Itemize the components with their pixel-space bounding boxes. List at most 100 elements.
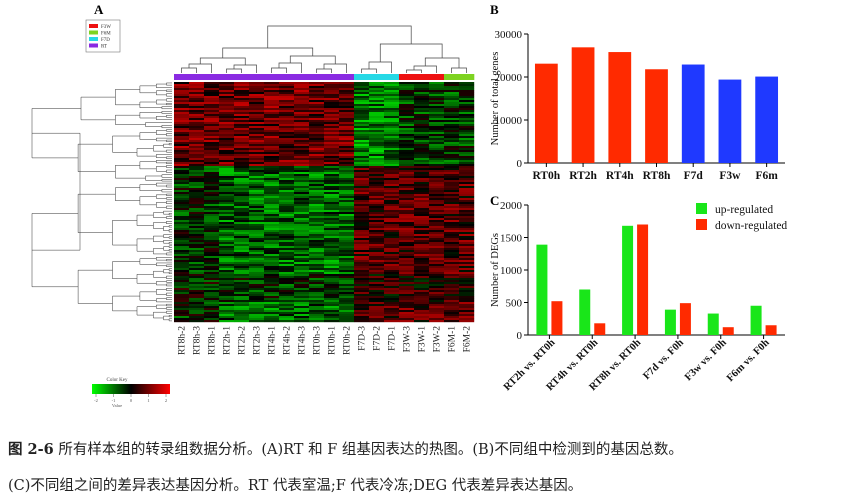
heatmap-cell — [249, 154, 265, 157]
heatmap-cell — [189, 96, 205, 99]
heatmap-cell — [174, 278, 190, 281]
heatmap-cell — [414, 292, 430, 295]
heatmap-cell — [309, 184, 325, 187]
heatmap-cell — [294, 186, 310, 189]
heatmap-cell — [234, 318, 250, 321]
heatmap-cell — [399, 248, 415, 251]
heatmap-cell — [399, 312, 415, 315]
heatmap-cell — [309, 270, 325, 273]
heatmap-cell — [309, 288, 325, 291]
heatmap-cell — [279, 248, 295, 251]
heatmap-cell — [189, 248, 205, 251]
heatmap-cell — [294, 300, 310, 303]
heatmap-cell — [459, 158, 475, 161]
heatmap-cell — [174, 226, 190, 229]
heatmap-cell — [339, 292, 355, 295]
heatmap-cell — [174, 152, 190, 155]
heatmap-cell — [174, 288, 190, 291]
heatmap-cell — [399, 254, 415, 257]
heatmap-cell — [399, 134, 415, 137]
heatmap-cell — [174, 198, 190, 201]
heatmap-cell — [294, 96, 310, 99]
heatmap-cell — [399, 242, 415, 245]
heatmap-cell — [324, 266, 340, 269]
heatmap-cell — [339, 210, 355, 213]
heatmap-cell — [459, 118, 475, 121]
heatmap-cell — [414, 300, 430, 303]
heatmap-cell — [339, 92, 355, 95]
heatmap-cell — [354, 280, 370, 283]
heatmap-cell — [324, 198, 340, 201]
heatmap-cell — [204, 160, 220, 163]
heatmap-cell — [339, 190, 355, 193]
heatmap-cell — [399, 308, 415, 311]
heatmap-cell — [294, 290, 310, 293]
heatmap-cell — [384, 176, 400, 179]
heatmap-cell — [234, 126, 250, 129]
heatmap-cell — [249, 202, 265, 205]
heatmap-cell — [459, 282, 475, 285]
heatmap-cell — [279, 96, 295, 99]
heatmap-cell — [219, 92, 235, 95]
heatmap-cell — [384, 100, 400, 103]
heatmap-cell — [219, 180, 235, 183]
heatmap-cell — [459, 128, 475, 131]
heatmap-cell — [324, 210, 340, 213]
heatmap-cell — [219, 196, 235, 199]
heatmap-cell — [249, 288, 265, 291]
heatmap-cell — [249, 266, 265, 269]
heatmap-cell — [354, 242, 370, 245]
heatmap-cell — [264, 136, 280, 139]
heatmap-cell — [234, 142, 250, 145]
heatmap-cell — [294, 320, 310, 323]
heatmap-cell — [174, 102, 190, 105]
heatmap-cell — [429, 268, 445, 271]
legend-swatch-f3w — [89, 24, 98, 28]
heatmap-cell — [459, 312, 475, 315]
heatmap-cell — [279, 230, 295, 233]
heatmap-cell — [279, 156, 295, 159]
heatmap-cell — [429, 224, 445, 227]
heatmap-cell — [324, 270, 340, 273]
heatmap-cell — [234, 232, 250, 235]
heatmap-cell — [219, 176, 235, 179]
heatmap-cell — [459, 272, 475, 275]
heatmap-cell — [279, 112, 295, 115]
heatmap-cell — [459, 194, 475, 197]
heatmap-cell — [354, 168, 370, 171]
heatmap-cell — [219, 294, 235, 297]
heatmap-cell — [309, 152, 325, 155]
heatmap-cell — [189, 220, 205, 223]
heatmap-cell — [234, 178, 250, 181]
heatmap-cell — [279, 314, 295, 317]
heatmap-cell — [189, 186, 205, 189]
heatmap-cell — [309, 274, 325, 277]
heatmap-cell — [339, 216, 355, 219]
heatmap-cell — [429, 228, 445, 231]
heatmap-cell — [279, 94, 295, 97]
heatmap-cell — [189, 308, 205, 311]
heatmap-cell — [219, 284, 235, 287]
heatmap-cell — [339, 84, 355, 87]
heatmap-cell — [384, 104, 400, 107]
heatmap-cell — [324, 144, 340, 147]
heatmap-cell — [279, 246, 295, 249]
heatmap-cell — [189, 310, 205, 313]
heatmap-cell — [294, 210, 310, 213]
heatmap-cell — [189, 210, 205, 213]
heatmap-cell — [249, 204, 265, 207]
heatmap-cell — [399, 170, 415, 173]
heatmap-cell — [339, 274, 355, 277]
heatmap-cell — [219, 232, 235, 235]
heatmap-cell — [219, 252, 235, 255]
heatmap-cell — [429, 200, 445, 203]
heatmap-cell — [384, 172, 400, 175]
heatmap-cell — [324, 234, 340, 237]
heatmap-cell — [354, 286, 370, 289]
heatmap-cell — [309, 238, 325, 241]
heatmap-cell — [219, 156, 235, 159]
heatmap-cell — [414, 120, 430, 123]
heatmap-cell — [234, 88, 250, 91]
heatmap-cell — [309, 218, 325, 221]
heatmap-cell — [279, 122, 295, 125]
